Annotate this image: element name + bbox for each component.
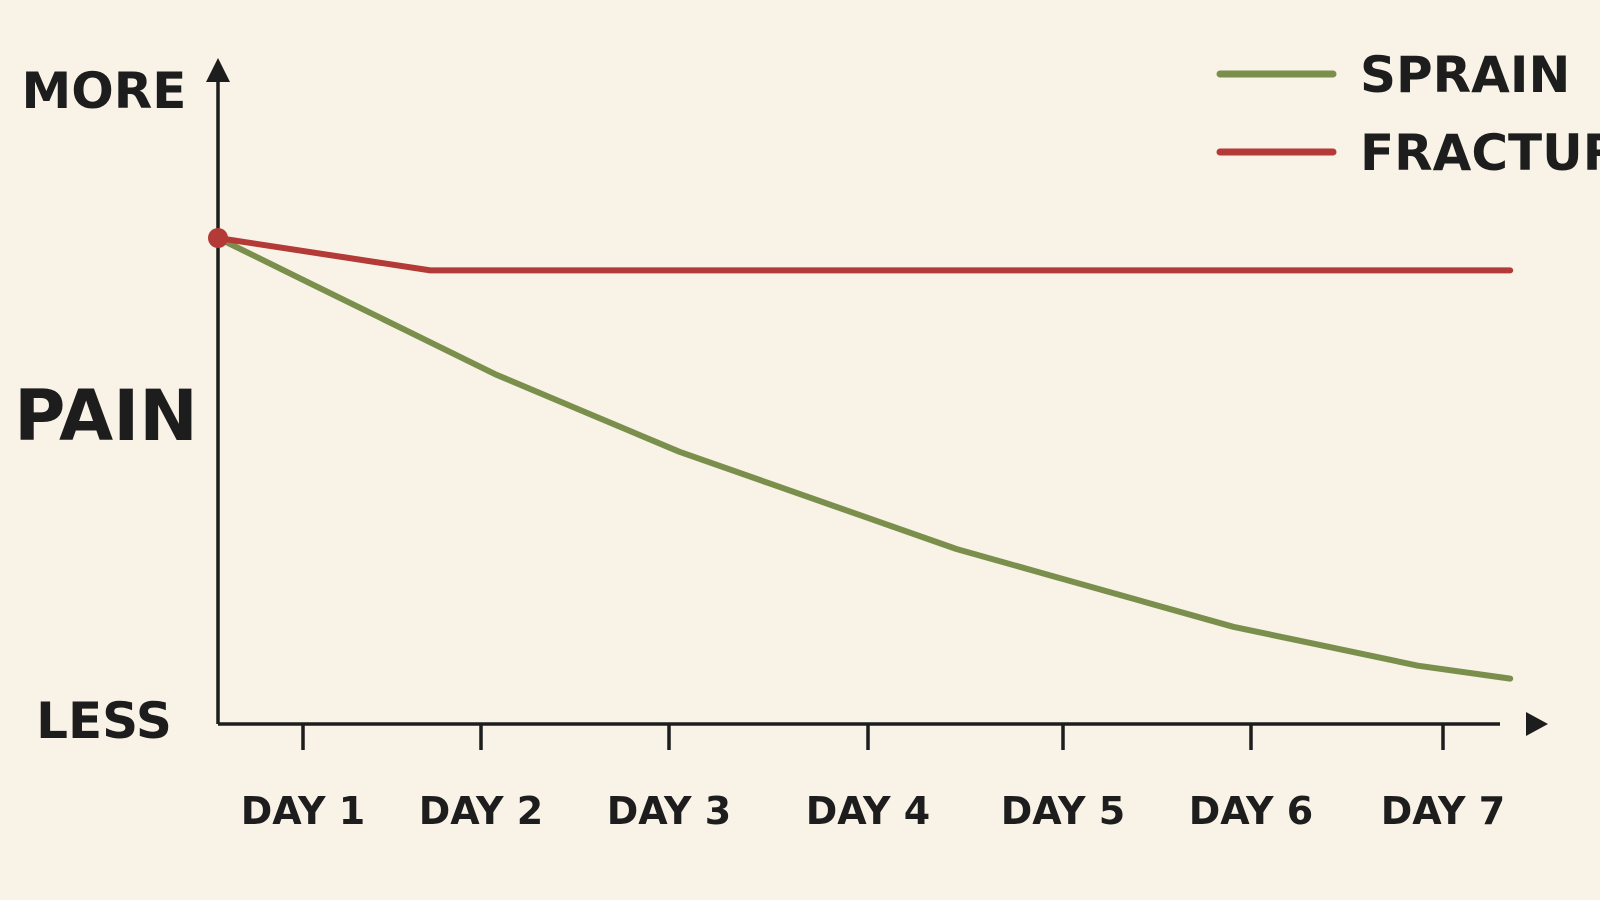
fracture-start-marker — [208, 228, 228, 248]
x-tick-label-6: DAY 6 — [1189, 789, 1314, 833]
y-bottom-label: LESS — [36, 692, 172, 750]
x-tick-label-5: DAY 5 — [1001, 789, 1126, 833]
sprain-line — [215, 235, 1514, 682]
series-layer — [208, 228, 1514, 682]
axes — [206, 58, 1548, 736]
labels: MORE PAIN LESS — [14, 62, 198, 750]
x-ticks: DAY 1 DAY 2 DAY 3 DAY 4 DAY 5 DAY 6 DAY 7 — [241, 724, 1506, 833]
y-axis-title: PAIN — [14, 375, 198, 457]
legend-sprain-label: SPRAIN — [1360, 46, 1570, 104]
x-tick-label-2: DAY 2 — [419, 789, 544, 833]
x-tick-label-3: DAY 3 — [607, 789, 732, 833]
x-tick-label-4: DAY 4 — [806, 789, 931, 833]
y-axis-arrow-icon — [206, 58, 230, 82]
x-tick-label-7: DAY 7 — [1381, 789, 1506, 833]
x-axis-arrow-icon — [1526, 712, 1548, 736]
legend: SPRAIN FRACTURE — [1216, 46, 1600, 182]
y-top-label: MORE — [22, 62, 187, 120]
fracture-line — [215, 235, 1514, 274]
legend-fracture-label: FRACTURE — [1360, 124, 1600, 182]
x-tick-label-1: DAY 1 — [241, 789, 366, 833]
